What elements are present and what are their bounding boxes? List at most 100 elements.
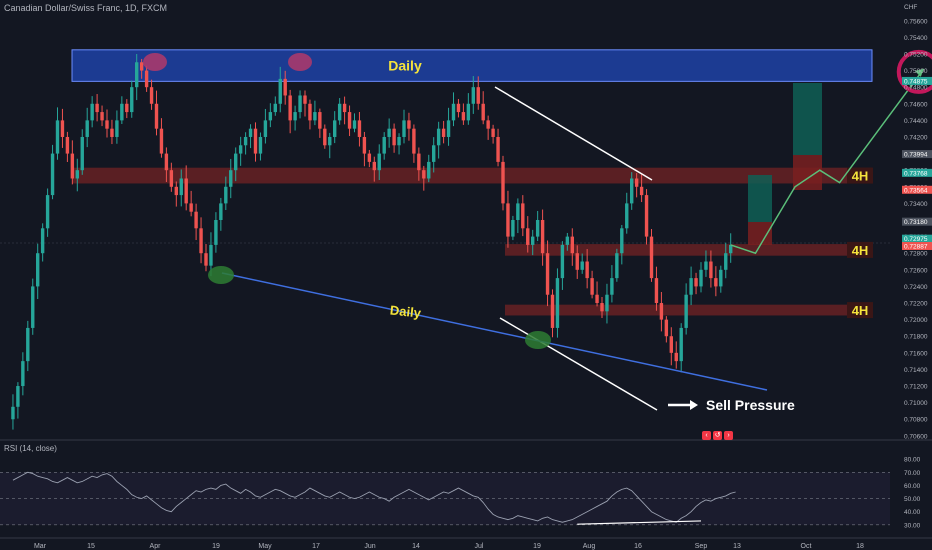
candle-body [164,153,169,171]
candle-body [392,128,396,146]
candle-body [105,120,109,129]
candle-body [253,128,258,154]
reset-icon[interactable]: ↺ [713,431,722,440]
candle-body [451,103,456,121]
candle-body [649,236,654,279]
candle-body [644,195,649,237]
candle-body [100,112,104,121]
candle-body [174,186,178,196]
candle-body [639,186,644,196]
candle-body [679,327,683,362]
candle-body [95,103,99,113]
candle-body [521,203,525,229]
chevron-right-icon[interactable]: › [724,431,733,440]
candle-body [144,70,149,88]
candle-body [268,112,273,121]
symbol-title: Canadian Dollar/Swiss Franc, 1D, FXCM [4,3,168,13]
candle-body [40,228,45,254]
candle-body [303,95,307,104]
candle-body [709,261,713,279]
candle-body [476,87,480,104]
candle-body [243,136,248,146]
candle-body [36,253,40,287]
candle-body [120,103,124,121]
candle-body [85,120,89,137]
price-tick: 0.72200 [904,301,928,308]
candle-body [511,220,515,237]
price-tag-bg [902,241,932,250]
candle-body [669,336,673,353]
price-tick: 0.73400 [904,201,928,208]
price-tick: 0.72600 [904,267,928,274]
candle-body [659,303,664,320]
candle-body [427,161,431,179]
chevron-left-icon[interactable]: ‹ [702,431,711,440]
rsi-divergence-line [577,520,702,525]
daily-trendline-label: Daily [389,302,422,320]
candle-body [45,195,50,229]
price-tag: 0.73180 [904,219,928,226]
time-tick: 16 [634,543,642,550]
price-tag-bg [902,168,932,177]
candle-body [16,386,20,407]
candle-body [234,153,238,171]
candle-body [308,103,312,121]
time-tick: Aug [583,543,596,550]
candle-body [229,170,233,187]
price-tick: 0.72800 [904,251,928,258]
candle-body [70,153,75,179]
candle-body [446,120,451,137]
time-tick: 15 [87,543,95,550]
candle-body [125,103,129,113]
navigation-controls[interactable]: ‹ ↺ › [702,431,733,440]
candle-body [531,236,535,245]
candle-body [704,261,708,270]
candle-body [550,294,555,328]
candle-body [333,120,337,137]
candle-body [630,178,634,204]
candle-body [337,103,342,121]
candle-body [219,203,223,220]
time-tick: 17 [312,543,320,550]
candle-body [323,128,327,146]
price-tag: 0.74875 [904,78,928,85]
candle-body [318,112,322,129]
candle-body [75,170,79,179]
candle-body [417,153,421,171]
candle-body [55,120,60,154]
candle-body [481,103,485,121]
candle-body [293,112,297,121]
candle-body [179,178,183,196]
time-tick: 19 [212,543,220,550]
time-tick: Sep [695,543,708,550]
candle-body [362,136,367,154]
candle-body [21,361,25,387]
daily-zone-label: Daily [388,58,422,74]
candle-body [575,253,579,270]
price-tick: 0.74200 [904,134,928,141]
candle-body [90,103,94,121]
candle-body [31,286,35,328]
candle-body [605,294,609,312]
candle-body [298,95,302,113]
candle-body [199,228,203,254]
candle-body [674,352,678,362]
candle-body [60,120,65,137]
rsi-tick: 50.00 [904,496,921,503]
sell-pressure-label: Sell Pressure [706,397,795,413]
time-tick: 13 [733,543,741,550]
4h-zone-label: 4H [852,169,869,184]
candle-body [238,145,243,154]
candle-body [248,128,253,137]
candle-body [407,120,411,129]
candle-body [555,278,560,328]
time-tick: Jul [475,543,484,550]
candle-body [26,327,30,362]
risk-box [748,222,772,245]
upper-trendline [494,86,653,181]
candle-body [154,103,159,129]
price-tick: 0.70800 [904,417,928,424]
candle-body [352,120,357,129]
rsi-title: RSI (14, close) [4,444,57,453]
